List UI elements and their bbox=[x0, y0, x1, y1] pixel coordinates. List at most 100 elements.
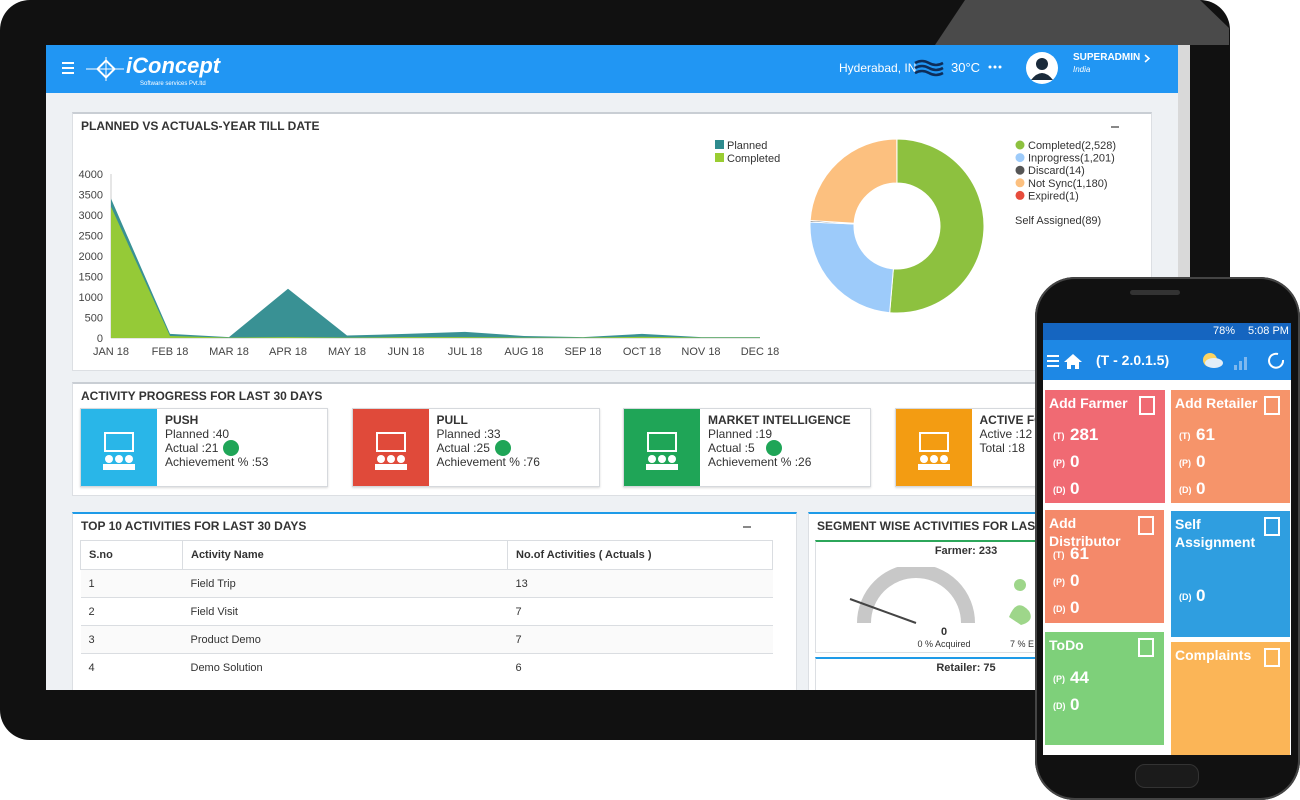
tile[interactable]: Complaints bbox=[1171, 642, 1290, 755]
table-cell: Demo Solution bbox=[182, 653, 508, 681]
dashboard-screen: iConcept Software services Pvt.ltd Hyder… bbox=[46, 45, 1190, 690]
activity-card: PULL Planned :33 Actual :25 Achievement % :… bbox=[351, 408, 600, 487]
app-title: (T - 2.0.1.5) bbox=[1096, 352, 1170, 368]
table-cell: 2 bbox=[80, 597, 183, 626]
tile-icon bbox=[1138, 516, 1154, 535]
tile-row-value: 0 bbox=[1070, 452, 1080, 471]
avatar[interactable] bbox=[1025, 51, 1059, 85]
farmer-value: 0 bbox=[940, 626, 948, 638]
table-cell: 1 bbox=[80, 569, 183, 598]
table-cell: 7 bbox=[507, 597, 773, 626]
tile-title: Add Distributor bbox=[1049, 515, 1121, 549]
card-line: Achievement % :76 bbox=[436, 455, 540, 469]
tile-row-label: (T) bbox=[1179, 431, 1191, 441]
card-line: Planned :19 bbox=[708, 427, 773, 441]
phone-speaker bbox=[1130, 290, 1180, 295]
icon-shape bbox=[103, 464, 135, 470]
top-bar: iConcept Software services Pvt.ltd Hyder… bbox=[46, 45, 1178, 93]
card-icon-art bbox=[646, 432, 678, 470]
panel-title: ACTIVITY PROGRESS FOR LAST 30 DAYS bbox=[81, 389, 323, 403]
tile-row-label: (D) bbox=[1053, 701, 1066, 711]
tile-row-value: 44 bbox=[1070, 668, 1089, 687]
tile-title: Add Farmer bbox=[1049, 395, 1128, 411]
logo-text: iConcept bbox=[126, 53, 221, 78]
farmer-label: Farmer: 233 bbox=[934, 545, 998, 557]
tile[interactable]: Add Farmer (T) 281 (P) 0 (D) 0 bbox=[1045, 390, 1165, 503]
card-line: Achievement % :53 bbox=[165, 455, 269, 469]
card-title: MARKET INTELLIGENCE bbox=[708, 413, 851, 427]
icon-shape bbox=[1138, 638, 1154, 657]
menu-button[interactable] bbox=[62, 62, 76, 74]
card-icon bbox=[895, 409, 972, 486]
icon-shape bbox=[105, 455, 113, 463]
column-header: S.no bbox=[80, 540, 183, 570]
card-line: Actual :5 bbox=[708, 441, 755, 455]
tile-row-value: 61 bbox=[1070, 544, 1089, 563]
icon-shape bbox=[104, 432, 134, 452]
farmer-gauge bbox=[849, 567, 1061, 625]
tile[interactable]: Add Distributor (T) 61 (P) 0 (D) 0 bbox=[1045, 510, 1164, 623]
table-cell: 6 bbox=[507, 653, 773, 681]
tile-row-value: 61 bbox=[1196, 425, 1215, 444]
card-line: Planned :40 bbox=[165, 427, 230, 441]
help-icon[interactable] bbox=[223, 440, 239, 456]
logo-subtitle: Software services Pvt.ltd bbox=[140, 81, 206, 87]
farmer-acquired: 0 % Acquired bbox=[917, 639, 971, 649]
card-title: ACTIVE FO bbox=[979, 413, 1044, 427]
tile-row-label: (T) bbox=[1053, 550, 1065, 560]
table-row: 4 Demo Solution 6 bbox=[80, 653, 773, 681]
minimize-button[interactable] bbox=[1111, 126, 1119, 128]
tile-row-value: 0 bbox=[1196, 452, 1206, 471]
tile-row-label: (T) bbox=[1053, 431, 1065, 441]
logo-mark bbox=[86, 57, 124, 81]
tile-row-label: (P) bbox=[1179, 458, 1191, 468]
card-line: Planned :33 bbox=[436, 427, 501, 441]
icon-shape bbox=[919, 455, 928, 463]
icon-shape bbox=[647, 432, 677, 452]
tile-row-label: (P) bbox=[1053, 458, 1065, 468]
tile[interactable]: ToDo (P) 44 (D) 0 bbox=[1045, 632, 1164, 745]
status-bar: 78% 5:08 PM bbox=[1043, 323, 1291, 340]
tile-icon bbox=[1264, 648, 1280, 667]
card-line: Total :18 bbox=[979, 441, 1025, 455]
nav-icons[interactable] bbox=[1047, 353, 1093, 369]
card-line: Achievement % :26 bbox=[708, 455, 812, 469]
minimize-button[interactable] bbox=[743, 526, 751, 528]
icon-shape bbox=[658, 455, 666, 463]
farmer-other: 7 % E bbox=[1010, 639, 1035, 649]
tile[interactable]: Self Assignment (D) 0 bbox=[1171, 511, 1290, 637]
tile-row-label: (D) bbox=[1179, 592, 1192, 602]
card-icon-art bbox=[103, 432, 135, 470]
table-cell: 3 bbox=[80, 625, 183, 654]
tile-row-label: (P) bbox=[1053, 674, 1065, 684]
phone-home-button[interactable] bbox=[1135, 764, 1199, 788]
app-icons[interactable] bbox=[1198, 350, 1288, 372]
table-cell: 13 bbox=[507, 569, 773, 598]
icon-shape bbox=[918, 432, 949, 452]
card-icon bbox=[81, 409, 157, 486]
help-icon[interactable] bbox=[766, 440, 782, 456]
planned-vs-actuals-panel: PLANNED VS ACTUALS-YEAR TILL DATE bbox=[72, 112, 1152, 371]
icon-shape bbox=[374, 464, 407, 470]
help-icon[interactable] bbox=[494, 440, 511, 456]
column-header: Activity Name bbox=[182, 540, 508, 570]
panel-title: PLANNED VS ACTUALS-YEAR TILL DATE bbox=[81, 119, 320, 133]
card-icon bbox=[352, 409, 429, 486]
column-header: No.of Activities ( Actuals ) bbox=[507, 540, 773, 570]
phone-screen: 78% 5:08 PM (T - 2.0.1.5) Add Farmer (T) 2… bbox=[1043, 323, 1291, 755]
icon-shape bbox=[929, 455, 938, 463]
tile-icon bbox=[1139, 396, 1155, 415]
icon-shape bbox=[115, 455, 123, 463]
card-icon bbox=[624, 409, 700, 486]
card-line: Actual :25 bbox=[436, 441, 490, 455]
icon-shape bbox=[917, 464, 950, 470]
activity-card: PUSH Planned :40 Actual :21 Achievement % :… bbox=[80, 408, 328, 487]
tile-row-value: 0 bbox=[1070, 598, 1080, 617]
tile-title: Add Retailer bbox=[1175, 395, 1258, 411]
user-chevron[interactable] bbox=[1143, 54, 1151, 63]
tile[interactable]: Add Retailer (T) 61 (P) 0 (D) 0 bbox=[1171, 390, 1290, 503]
card-title: PUSH bbox=[165, 413, 199, 427]
icon-shape bbox=[939, 455, 948, 463]
more-button[interactable] bbox=[988, 65, 1002, 69]
user-name[interactable]: SUPERADMIN bbox=[1073, 52, 1141, 63]
